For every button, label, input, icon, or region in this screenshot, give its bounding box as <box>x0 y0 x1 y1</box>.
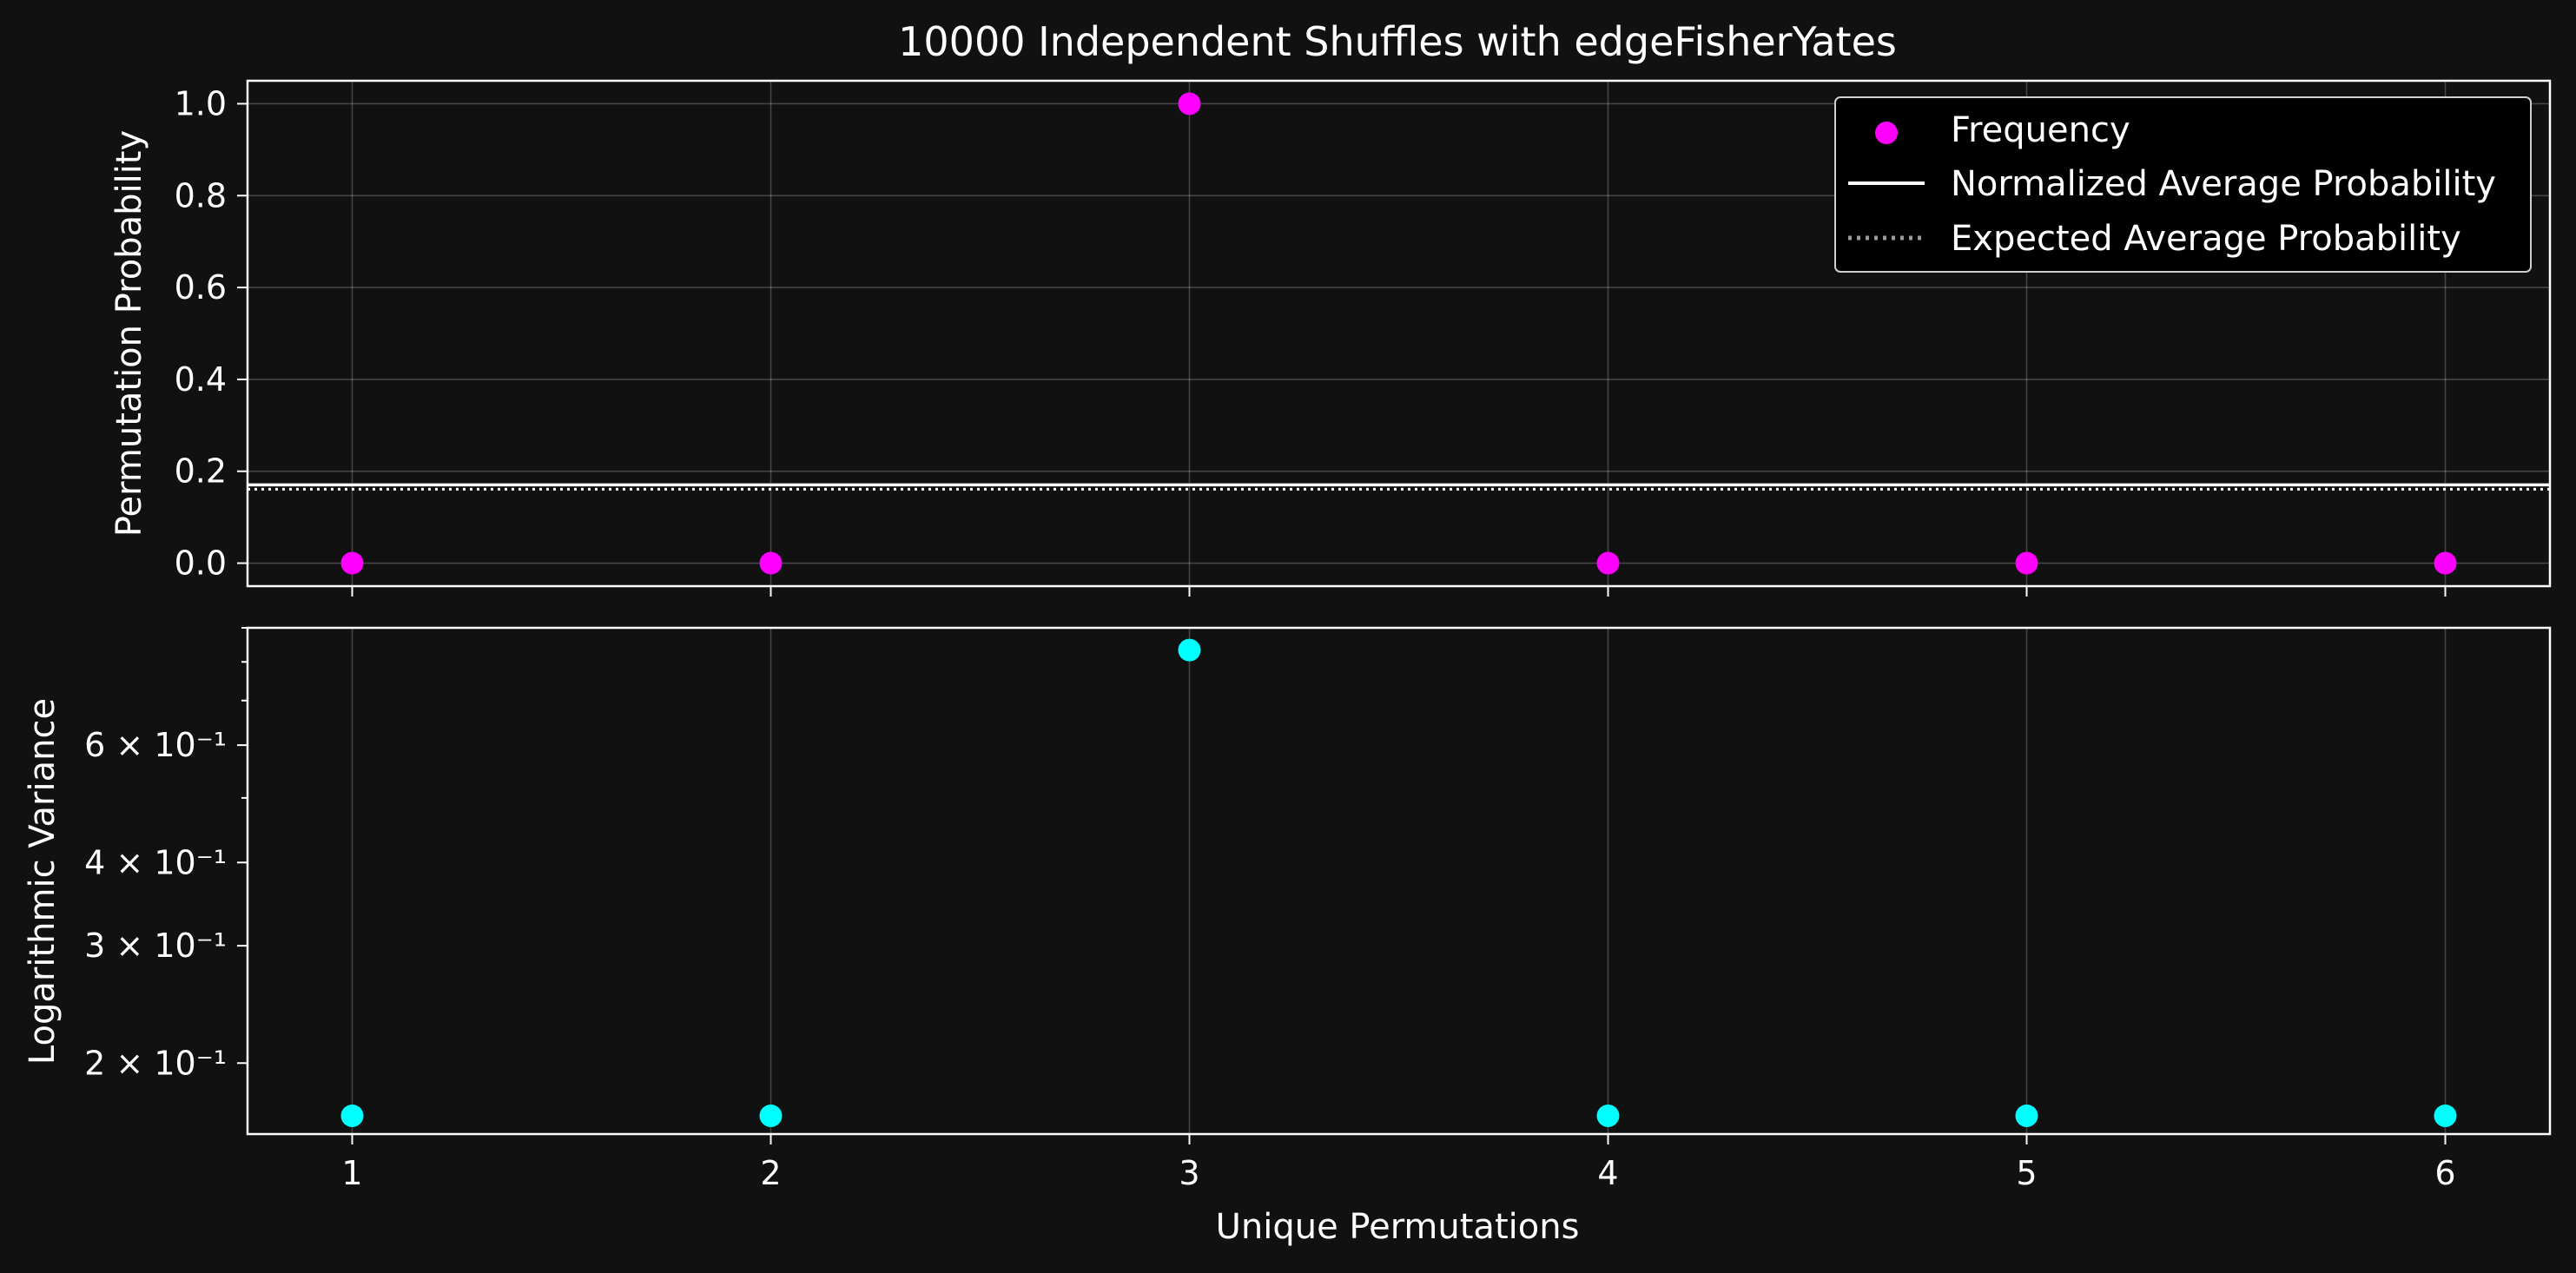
legend-box <box>1834 96 2532 273</box>
frequency-point <box>340 551 364 575</box>
x-tick-label: 2 <box>760 1154 781 1192</box>
frequency-point <box>2434 551 2457 575</box>
x-axis-label: Unique Permutations <box>1216 1207 1580 1247</box>
frequency-point <box>1596 551 1620 575</box>
top-panel-reference-lines <box>248 483 2550 491</box>
variance-point <box>759 1104 783 1127</box>
top-y-tick-label: 0.8 <box>175 176 227 214</box>
chart-title: 10000 Independent Shuffles with edgeFish… <box>898 18 1897 65</box>
variance-point <box>1178 638 1201 662</box>
legend: Frequency Normalized Average Probability… <box>1834 96 2532 273</box>
x-tick-label: 5 <box>2016 1154 2037 1192</box>
frequency-point <box>2015 551 2038 575</box>
legend-label-frequency: Frequency <box>1951 110 2130 150</box>
frequency-series <box>340 92 2457 575</box>
x-tick-label: 6 <box>2434 1154 2455 1192</box>
top-y-tick-label: 1.0 <box>175 84 227 122</box>
top-y-tick-label: 0.0 <box>175 544 227 583</box>
top-y-tick-label: 0.2 <box>175 452 227 491</box>
bottom-y-axis-label: Logarithmic Variance <box>23 698 63 1065</box>
top-y-axis-label: Permutation Probability <box>109 130 149 537</box>
bottom-panel-frame <box>246 626 2552 1136</box>
top-panel-x-ticks <box>351 586 2447 597</box>
variance-series <box>340 638 2457 1127</box>
bottom-panel-grid <box>351 628 2447 1134</box>
variance-point <box>2434 1104 2457 1127</box>
bottom-panel-y-ticks: 2 × 10⁻¹ 3 × 10⁻¹ 4 × 10⁻¹ 6 × 10⁻¹ <box>84 627 248 1082</box>
bottom-y-tick-label: 3 × 10⁻¹ <box>84 927 227 965</box>
x-tick-label: 4 <box>1597 1154 1618 1192</box>
bottom-y-tick-label: 2 × 10⁻¹ <box>84 1044 227 1082</box>
x-tick-label: 1 <box>341 1154 362 1192</box>
top-panel-y-ticks: 0.0 0.2 0.4 0.6 0.8 1.0 <box>175 84 248 583</box>
bottom-y-tick-label: 6 × 10⁻¹ <box>84 726 227 764</box>
x-tick-label: 3 <box>1179 1154 1199 1192</box>
top-y-tick-label: 0.4 <box>175 360 227 399</box>
legend-label-expected: Expected Average Probability <box>1951 219 2461 259</box>
bottom-panel-x-ticks: 1 2 3 4 5 6 <box>341 1134 2456 1192</box>
variance-point <box>1596 1104 1620 1127</box>
frequency-point <box>1178 92 1201 115</box>
variance-point <box>340 1104 364 1127</box>
frequency-point <box>759 551 783 575</box>
legend-marker-frequency <box>1875 122 1898 144</box>
legend-label-normalized: Normalized Average Probability <box>1951 164 2496 204</box>
top-y-tick-label: 0.6 <box>175 268 227 307</box>
variance-point <box>2015 1104 2038 1127</box>
bottom-y-tick-label: 4 × 10⁻¹ <box>84 843 227 881</box>
